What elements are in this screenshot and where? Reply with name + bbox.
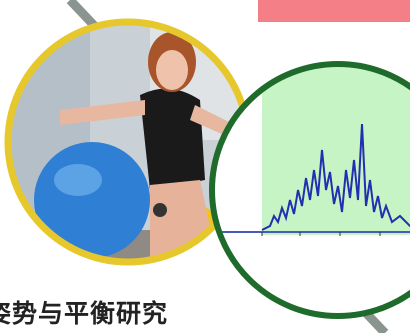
signal-plot (212, 64, 410, 236)
caption: 姿势与平衡研究 (0, 299, 169, 328)
right-ring (209, 61, 410, 319)
pink-banner (258, 0, 410, 22)
